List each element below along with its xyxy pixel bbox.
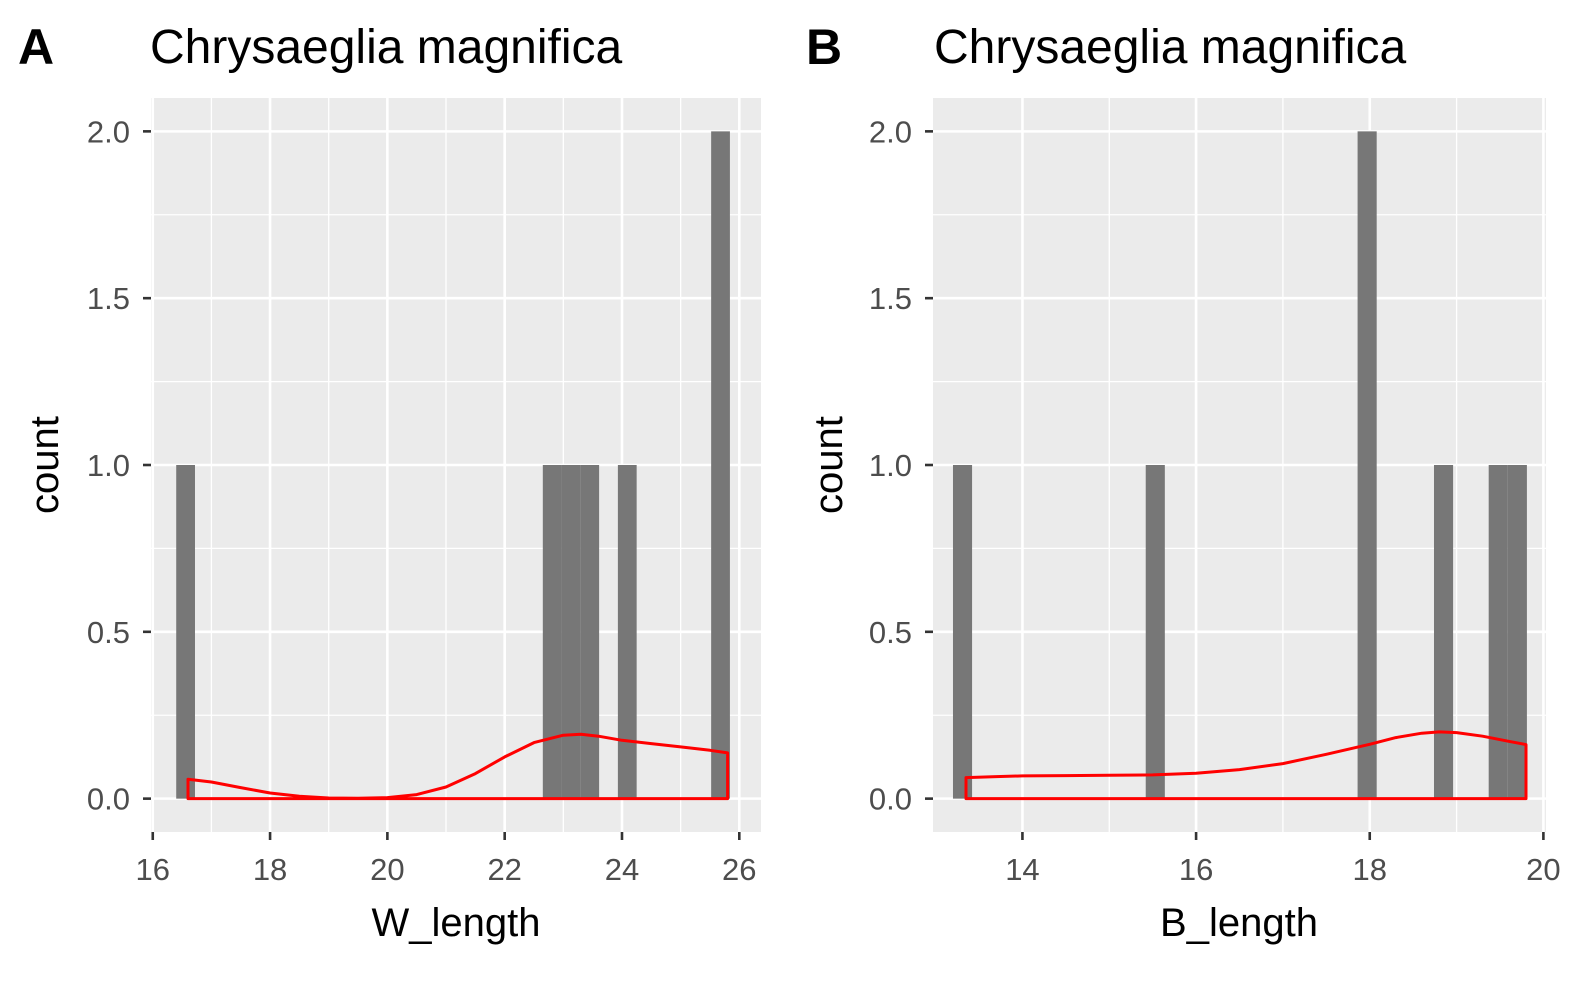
panel-b: B Chrysaeglia magnifica 14 16 18 20 0.0 0.5 1.0 1… (806, 19, 1561, 945)
y-axis-title: count (807, 416, 851, 514)
x-tick-label: 16 (136, 852, 170, 887)
histogram-bar (561, 465, 581, 799)
y-tick-label: 2.0 (869, 114, 912, 149)
histogram-bar (1507, 465, 1527, 799)
panel-a: A Chrysaeglia magnifica 16 18 20 22 24 26 0.0 0.5… (18, 19, 761, 945)
histogram-bar (1433, 465, 1454, 799)
histogram-bar (1145, 465, 1165, 799)
density-curve (964, 730, 1528, 801)
panel-title: Chrysaeglia magnifica (934, 21, 1407, 74)
histogram-bar (711, 131, 730, 799)
x-axis-title: B_length (1160, 901, 1318, 945)
histogram-bar (1357, 131, 1377, 799)
x-tick-label: 20 (370, 852, 404, 887)
y-tick-label: 1.0 (869, 448, 912, 483)
histogram-bar (617, 465, 637, 799)
x-tick-label: 18 (253, 852, 287, 887)
x-tick-label: 22 (487, 852, 521, 887)
histogram-bar (580, 465, 600, 799)
y-tick-label: 1.5 (869, 281, 912, 316)
histogram-bar (1488, 465, 1508, 799)
x-tick-label: 18 (1352, 852, 1386, 887)
x-axis-title: W_length (372, 901, 541, 945)
panel-title: Chrysaeglia magnifica (150, 21, 623, 74)
y-tick-label: 2.0 (87, 114, 130, 149)
histogram-bar (952, 465, 973, 799)
y-tick-label: 0.5 (869, 615, 912, 650)
density-curve (186, 732, 730, 801)
y-tick-label: 1.0 (87, 448, 130, 483)
y-tick-label: 0.0 (869, 782, 912, 817)
panel-letter: B (806, 19, 842, 75)
y-tick-label: 1.5 (87, 281, 130, 316)
x-tick-label: 20 (1526, 852, 1560, 887)
x-tick-label: 16 (1179, 852, 1213, 887)
histogram-bar (176, 465, 195, 799)
x-tick-label: 26 (722, 852, 756, 887)
y-tick-label: 0.5 (87, 615, 130, 650)
x-tick-label: 14 (1005, 852, 1039, 887)
y-tick-label: 0.0 (87, 782, 130, 817)
y-axis-title: count (23, 416, 67, 514)
x-tick-label: 24 (605, 852, 639, 887)
panel-letter: A (18, 19, 54, 75)
histogram-bar (542, 465, 562, 799)
